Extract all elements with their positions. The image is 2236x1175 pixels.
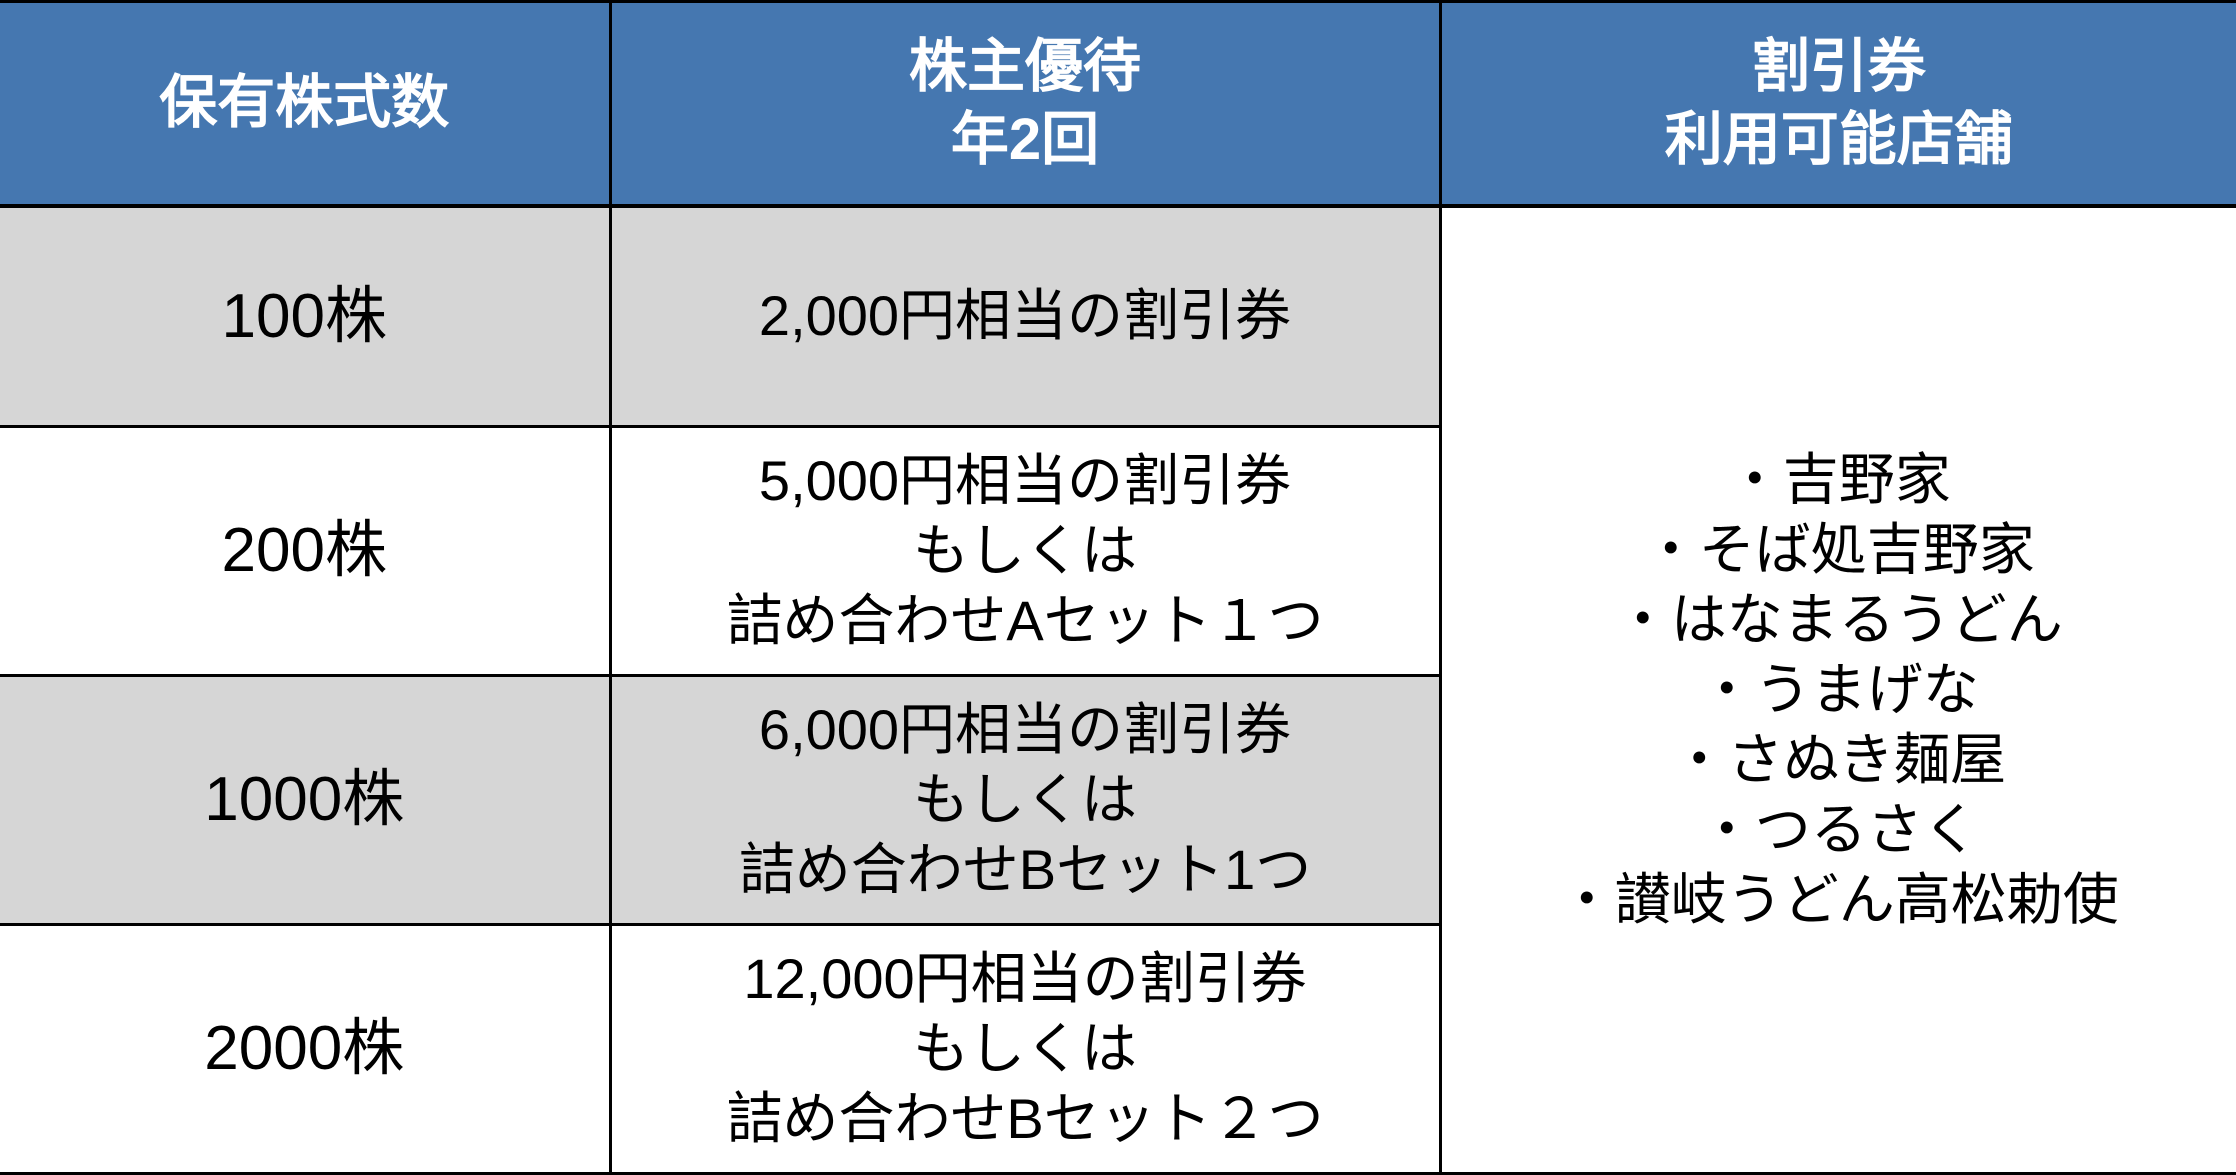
header-shares: 保有株式数 — [0, 2, 610, 207]
benefit-line: 詰め合わせBセット1つ — [622, 835, 1429, 905]
benefit-line: 詰め合わせAセット１つ — [622, 586, 1429, 656]
header-stores-line2: 利用可能店舗 — [1665, 107, 2013, 172]
benefit-line: 12,000円相当の割引券 — [622, 944, 1429, 1014]
benefit-line: もしくは — [622, 516, 1429, 586]
benefit-line: 2,000円相当の割引券 — [622, 281, 1429, 351]
shareholder-benefits-table: 保有株式数 株主優待 年2回 割引券 利用可能店舗 100株 2,000円相当の… — [0, 0, 2236, 1175]
benefit-line: もしくは — [622, 765, 1429, 835]
benefit-line: 6,000円相当の割引券 — [622, 695, 1429, 765]
cell-shares: 1000株 — [0, 675, 610, 924]
cell-shares: 2000株 — [0, 924, 610, 1173]
store-item: ・はなまるうどん — [1452, 585, 2227, 655]
store-item: ・つるさく — [1452, 795, 2227, 865]
shares-value: 2000株 — [204, 1014, 404, 1083]
header-stores-line1: 割引券 — [1752, 34, 1926, 99]
cell-benefit: 6,000円相当の割引券 もしくは 詰め合わせBセット1つ — [610, 675, 1440, 924]
shares-value: 200株 — [222, 516, 387, 585]
table-row: 100株 2,000円相当の割引券 ・吉野家 ・そば処吉野家 ・はなまるうどん … — [0, 206, 2236, 426]
store-item: ・讃岐うどん高松勅使 — [1452, 865, 2227, 935]
benefit-line: もしくは — [622, 1014, 1429, 1084]
benefit-line: 詰め合わせBセット２つ — [622, 1084, 1429, 1154]
header-stores: 割引券 利用可能店舗 — [1440, 2, 2236, 207]
cell-shares: 100株 — [0, 206, 610, 426]
cell-stores: ・吉野家 ・そば処吉野家 ・はなまるうどん ・うまげな ・さぬき麺屋 ・つるさく… — [1440, 206, 2236, 1173]
header-benefit-line1: 株主優待 — [909, 34, 1141, 99]
store-item: ・さぬき麺屋 — [1452, 725, 2227, 795]
shares-value: 1000株 — [204, 765, 404, 834]
store-item: ・そば処吉野家 — [1452, 515, 2227, 585]
cell-shares: 200株 — [0, 426, 610, 675]
benefit-line: 5,000円相当の割引券 — [622, 446, 1429, 516]
cell-benefit: 5,000円相当の割引券 もしくは 詰め合わせAセット１つ — [610, 426, 1440, 675]
store-item: ・吉野家 — [1452, 445, 2227, 515]
cell-benefit: 2,000円相当の割引券 — [610, 206, 1440, 426]
table-header-row: 保有株式数 株主優待 年2回 割引券 利用可能店舗 — [0, 2, 2236, 207]
header-shares-label: 保有株式数 — [159, 70, 449, 135]
shares-value: 100株 — [222, 282, 387, 351]
store-item: ・うまげな — [1452, 655, 2227, 725]
cell-benefit: 12,000円相当の割引券 もしくは 詰め合わせBセット２つ — [610, 924, 1440, 1173]
header-benefit-line2: 年2回 — [951, 107, 1099, 172]
header-benefit: 株主優待 年2回 — [610, 2, 1440, 207]
